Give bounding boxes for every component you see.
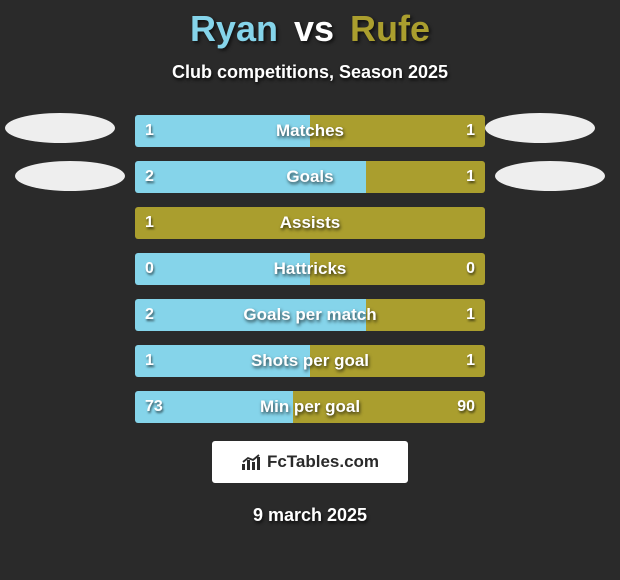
date-label: 9 march 2025 xyxy=(0,505,620,526)
chart-icon xyxy=(241,453,263,471)
vs-separator: vs xyxy=(288,8,340,49)
avatar-placeholder-mid-left xyxy=(15,161,125,191)
avatar-placeholder-top-left xyxy=(5,113,115,143)
stats-container: 11Matches 21Goals 1Assists 00Hattricks 21Goa… xyxy=(135,113,485,423)
player1-name: Ryan xyxy=(190,8,278,49)
stat-row: 7390Min per goal xyxy=(135,391,485,423)
avatar-placeholder-top-right xyxy=(485,113,595,143)
stat-label: Min per goal xyxy=(135,397,485,417)
stat-row: 21Goals xyxy=(135,161,485,193)
stat-label: Hattricks xyxy=(135,259,485,279)
stat-row: 21Goals per match xyxy=(135,299,485,331)
stat-label: Matches xyxy=(135,121,485,141)
comparison-title: Ryan vs Rufe xyxy=(0,0,620,50)
avatar-placeholder-mid-right xyxy=(495,161,605,191)
stat-label: Goals xyxy=(135,167,485,187)
player2-name: Rufe xyxy=(350,8,430,49)
fctables-logo: FcTables.com xyxy=(212,441,408,483)
stat-label: Shots per goal xyxy=(135,351,485,371)
stat-label: Goals per match xyxy=(135,305,485,325)
stat-row: 1Assists xyxy=(135,207,485,239)
stat-row: 11Matches xyxy=(135,115,485,147)
logo-text: FcTables.com xyxy=(267,452,379,472)
stat-label: Assists xyxy=(135,213,485,233)
stat-row: 11Shots per goal xyxy=(135,345,485,377)
stats-content: 11Matches 21Goals 1Assists 00Hattricks 21Goa… xyxy=(0,113,620,423)
subtitle: Club competitions, Season 2025 xyxy=(0,62,620,83)
stat-row: 00Hattricks xyxy=(135,253,485,285)
